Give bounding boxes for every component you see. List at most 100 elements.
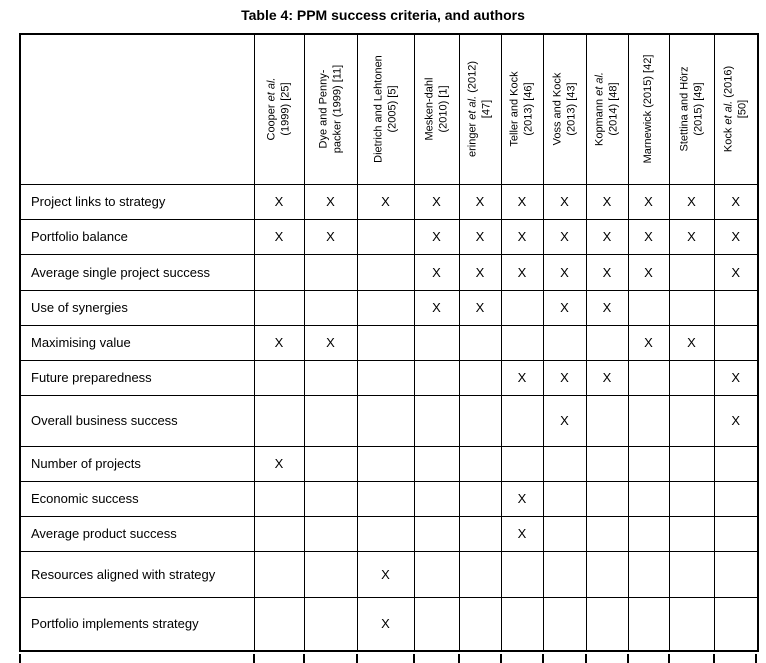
empty-cell [585, 445, 629, 482]
column-border-stub [627, 654, 629, 663]
empty-cell [627, 359, 670, 396]
criteria-label: Resources aligned with strategy [19, 550, 255, 598]
empty-cell [253, 596, 305, 652]
empty-cell [303, 359, 358, 396]
empty-cell [542, 515, 587, 552]
criteria-label: Portfolio balance [19, 218, 255, 255]
empty-cell [627, 394, 670, 447]
mark-cell: X [356, 183, 415, 220]
empty-cell [303, 480, 358, 517]
table-title: Table 4: PPM success criteria, and autho… [241, 7, 525, 23]
mark-cell: X [500, 218, 544, 255]
mark-cell: X [303, 218, 358, 255]
criteria-row: Maximising value X X X X [19, 324, 759, 361]
column-border-stub [542, 654, 544, 663]
empty-cell [356, 394, 415, 447]
empty-cell [627, 480, 670, 517]
author-name-rotated: Dye and Penny-packer (1999) [11] [316, 65, 343, 154]
empty-cell [713, 515, 759, 552]
criteria-row: Future preparedness X X X X [19, 359, 759, 396]
empty-cell [303, 289, 358, 326]
empty-cell [668, 480, 715, 517]
mark-cell: X [713, 253, 759, 291]
mark-cell: X [458, 218, 502, 255]
empty-cell [713, 596, 759, 652]
mark-cell: X [413, 183, 460, 220]
empty-cell [713, 445, 759, 482]
mark-cell: X [253, 218, 305, 255]
empty-cell [713, 480, 759, 517]
column-border-stub [19, 654, 21, 663]
mark-cell: X [253, 324, 305, 361]
author-header: Dietrich and Lehtonen (2005) [5] [356, 33, 415, 185]
author-header: Marnewick (2015) [42] [627, 33, 670, 185]
authors-matrix-table: Cooper et al. (1999) [25] Dye and Penny-pa… [19, 33, 759, 652]
mark-cell: X [542, 394, 587, 447]
column-border-stub [356, 654, 358, 663]
empty-cell [303, 550, 358, 598]
criteria-row: Average product success X [19, 515, 759, 552]
author-header: Stettina and Hörz (2015) [49] [668, 33, 715, 185]
empty-cell [500, 289, 544, 326]
empty-cell [668, 289, 715, 326]
empty-cell [413, 445, 460, 482]
empty-cell [627, 596, 670, 652]
empty-cell [356, 445, 415, 482]
criteria-label: Average single project success [19, 253, 255, 291]
mark-cell: X [542, 183, 587, 220]
empty-cell [458, 445, 502, 482]
mark-cell: X [713, 183, 759, 220]
mark-cell: X [500, 515, 544, 552]
empty-cell [303, 445, 358, 482]
empty-cell [542, 324, 587, 361]
author-name-rotated: Kock et al. (2016) [50] [722, 66, 748, 153]
corner-cell [19, 33, 255, 185]
empty-cell [458, 324, 502, 361]
criteria-row: Average single project success X X X X X X X [19, 253, 759, 291]
empty-cell [668, 515, 715, 552]
column-border-stub [303, 654, 305, 663]
author-name-rotated: Teller and Kock (2013) [46] [508, 71, 534, 147]
empty-cell [356, 515, 415, 552]
author-name-rotated: Marnewick (2015) [42] [641, 54, 654, 164]
empty-cell [413, 480, 460, 517]
empty-cell [668, 253, 715, 291]
empty-cell [542, 550, 587, 598]
author-name-rotated: Voss and Kock (2013) [43] [550, 72, 577, 146]
empty-cell [413, 515, 460, 552]
empty-cell [253, 253, 305, 291]
empty-cell [627, 550, 670, 598]
empty-cell [356, 480, 415, 517]
empty-cell [253, 480, 305, 517]
cropped-next-row-border-stubs [19, 654, 759, 663]
empty-cell [713, 550, 759, 598]
author-name-rotated: Mesken-dahl (2010) [1] [422, 77, 449, 141]
author-header: Kopmann et al. (2014) [48] [585, 33, 629, 185]
empty-cell [500, 550, 544, 598]
empty-cell [303, 394, 358, 447]
criteria-label: Portfolio implements strategy [19, 596, 255, 652]
empty-cell [303, 253, 358, 291]
empty-cell [303, 515, 358, 552]
empty-cell [458, 359, 502, 396]
empty-cell [458, 596, 502, 652]
criteria-row: Economic success X [19, 480, 759, 517]
mark-cell: X [542, 289, 587, 326]
author-name-rotated: Stettina and Hörz (2015) [49] [677, 66, 704, 152]
empty-cell [585, 550, 629, 598]
criteria-row: Portfolio implements strategy X [19, 596, 759, 652]
criteria-label: Economic success [19, 480, 255, 517]
mark-cell: X [713, 394, 759, 447]
empty-cell [668, 596, 715, 652]
empty-cell [356, 253, 415, 291]
empty-cell [253, 289, 305, 326]
mark-cell: X [542, 218, 587, 255]
mark-cell: X [253, 183, 305, 220]
mark-cell: X [585, 218, 629, 255]
criteria-label: Project links to strategy [19, 183, 255, 220]
mark-cell: X [458, 183, 502, 220]
criteria-row: Overall business success X X [19, 394, 759, 447]
empty-cell [356, 218, 415, 255]
column-border-stub [458, 654, 460, 663]
